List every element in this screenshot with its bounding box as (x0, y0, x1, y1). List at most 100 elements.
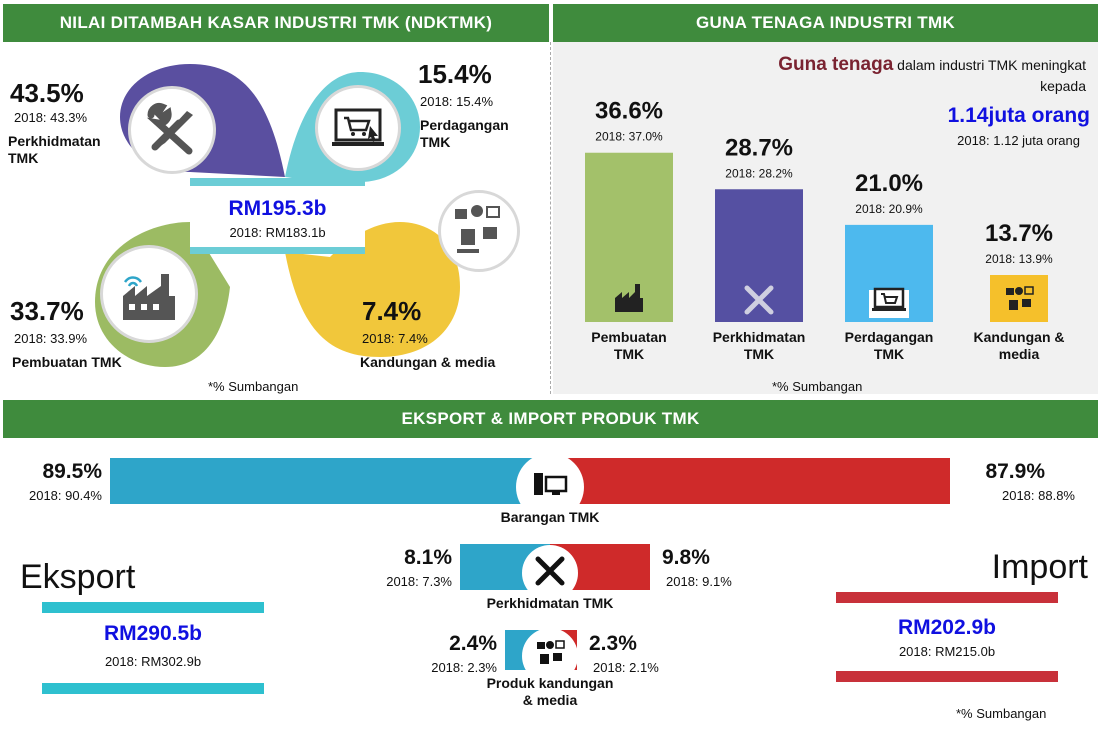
trade-row: Produk kandungan& media 2.4% 2018: 2.3% 2.3… (431, 628, 659, 708)
export-value-label: 89.5% (42, 460, 102, 483)
employment-bar-group: 13.7% 2018: 13.9% Kandungan &media (974, 220, 1065, 362)
trade-row: Barangan TMK 89.5% 2018: 90.4% 87.9% 2018: 8… (29, 453, 1075, 525)
media-icon (455, 205, 500, 253)
perdagangan-circle (315, 85, 401, 171)
employment-category-label: Pembuatan (591, 329, 666, 345)
import-prev-label: 2018: 2.1% (593, 660, 659, 675)
import-label: Import (991, 548, 1088, 586)
employment-prev-label: 2018: 37.0% (595, 130, 663, 144)
employment-category-label: Kandungan & (974, 329, 1065, 345)
ndktmk-title: NILAI DITAMBAH KASAR INDUSTRI TMK (NDKTM… (59, 13, 493, 32)
export-prev-label: 2018: 7.3% (386, 574, 452, 589)
laptop-cart-icon (872, 287, 906, 311)
employment-category-label: Perkhidmatan (713, 329, 806, 345)
eksport-import-title: EKSPORT & IMPORT PRODUK TMK (401, 409, 700, 428)
kandungan-pct: 7.4% (362, 296, 422, 326)
kandungan-label: Kandungan & media (360, 354, 496, 370)
computer-icon (534, 473, 568, 495)
employment-value-label: 13.7% (985, 220, 1053, 247)
center-box-top-line (190, 178, 365, 186)
swirl-kandungan (285, 222, 460, 357)
export-prev-label: 2018: 90.4% (29, 488, 102, 503)
factory-icon (615, 284, 643, 312)
import-value-label: 87.9% (985, 460, 1045, 483)
tools-icon (535, 556, 565, 586)
eksport-import-header: EKSPORT & IMPORT PRODUK TMK (3, 400, 1098, 438)
import-total: RM202.9b (897, 616, 997, 639)
employment-prev-label: 2018: 13.9% (985, 252, 1053, 266)
import-prev-label: 2018: 9.1% (666, 574, 732, 589)
trade-category-label: & media (523, 692, 578, 708)
employment-category-label: media (999, 346, 1040, 362)
export-bar (110, 458, 550, 504)
employment-value-label: 28.7% (725, 134, 793, 161)
trade-category-label: Barangan TMK (501, 509, 600, 525)
eksport-total-prev: 2018: RM302.9b (104, 654, 202, 669)
tools-icon (744, 285, 774, 315)
tools-icon (146, 103, 193, 155)
section-divider (550, 42, 551, 394)
import-prev-label: 2018: 88.8% (1002, 488, 1075, 503)
guna-tenaga-total: 1.14juta orang (947, 104, 1090, 127)
import-value-label: 9.8% (662, 546, 710, 569)
pembuatan-prev: 2018: 33.9% (14, 331, 88, 346)
kandungan-circle (438, 190, 520, 272)
pembuatan-circle (100, 245, 198, 343)
employment-bar (990, 275, 1048, 322)
perkhidmatan-label: Perkhidmatan TMK (8, 133, 101, 166)
eksport-import-footnote: *% Sumbangan (956, 706, 1047, 721)
guna-tenaga-header: GUNA TENAGA INDUSTRI TMK (553, 4, 1098, 42)
import-line-bottom (836, 671, 1058, 682)
trade-category-label: Produk kandungan (487, 675, 614, 691)
perdagangan-label: Perdagangan TMK (420, 117, 509, 150)
pembuatan-pct: 33.7% (10, 296, 84, 326)
center-box-bottom-line (190, 247, 365, 254)
guna-tenaga-note-rest: dalam industri TMK meningkat kepada (897, 57, 1086, 94)
employment-value-label: 21.0% (855, 170, 923, 197)
pembuatan-label: Pembuatan TMK (12, 354, 122, 370)
factory-icon (123, 274, 175, 320)
media-icon (537, 640, 565, 664)
employment-prev-label: 2018: 20.9% (855, 202, 923, 216)
kandungan-prev: 2018: 7.4% (362, 331, 428, 346)
trade-row: Perkhidmatan TMK 8.1% 2018: 7.3% 9.8% 2018: … (386, 544, 732, 611)
import-bar (550, 458, 950, 504)
media-icon (1006, 286, 1034, 310)
eksport-line-bottom (42, 683, 264, 694)
ndktmk-total-prev: 2018: RM183.1b (229, 225, 326, 240)
export-value-label: 8.1% (404, 546, 452, 569)
eksport-total: RM290.5b (103, 622, 203, 645)
import-line-top (836, 592, 1058, 603)
ndktmk-footnote: *% Sumbangan (208, 379, 299, 394)
perkhidmatan-prev: 2018: 43.3% (14, 110, 88, 125)
perdagangan-pct: 15.4% (418, 59, 492, 89)
ndktmk-center-box (190, 178, 365, 253)
guna-tenaga-title: GUNA TENAGA INDUSTRI TMK (695, 13, 956, 32)
guna-tenaga-total-prev: 2018: 1.12 juta orang (957, 133, 1080, 148)
eksport-label: Eksport (20, 558, 136, 596)
laptop-cart-icon (332, 108, 384, 146)
guna-tenaga-note: Guna tenaga dalam industri TMK meningkat… (770, 54, 1086, 97)
perkhidmatan-pct: 43.5% (10, 78, 84, 108)
employment-category-label: TMK (614, 346, 644, 362)
guna-tenaga-footnote: *% Sumbangan (772, 379, 863, 394)
employment-prev-label: 2018: 28.2% (725, 166, 793, 180)
employment-category-label: Perdagangan (845, 329, 934, 345)
trade-bar-chart: Barangan TMK 89.5% 2018: 90.4% 87.9% 2018: 8… (29, 453, 1075, 708)
eksport-line-top (42, 602, 264, 613)
export-value-label: 2.4% (449, 632, 497, 655)
employment-category-label: TMK (744, 346, 774, 362)
ndktmk-header: NILAI DITAMBAH KASAR INDUSTRI TMK (NDKTM… (3, 4, 549, 42)
export-prev-label: 2018: 2.3% (431, 660, 497, 675)
ndktmk-total: RM195.3b (228, 197, 327, 220)
import-total-prev: 2018: RM215.0b (898, 644, 996, 659)
trade-category-label: Perkhidmatan TMK (487, 595, 614, 611)
guna-tenaga-note-highlight: Guna tenaga (778, 54, 894, 75)
perkhidmatan-circle (128, 86, 216, 174)
employment-value-label: 36.6% (595, 98, 663, 125)
import-value-label: 2.3% (589, 632, 637, 655)
